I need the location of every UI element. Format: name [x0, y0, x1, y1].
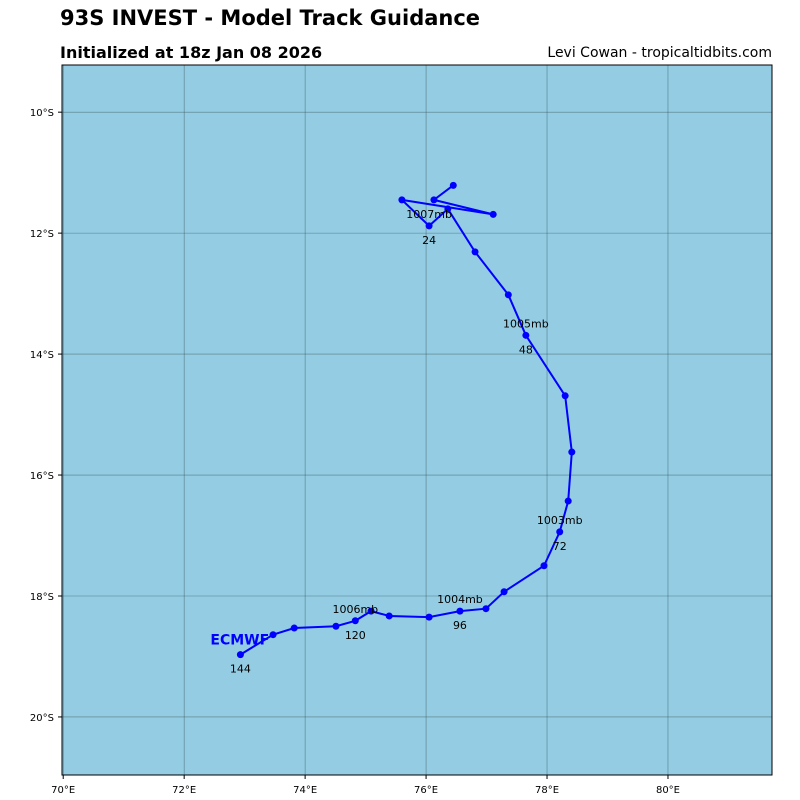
- track-point: [504, 291, 512, 299]
- forecast-hour-label: 72: [553, 540, 567, 553]
- track-point: [425, 613, 433, 621]
- track-point: [489, 210, 497, 218]
- x-tick-label: 76°E: [414, 785, 438, 796]
- track-point: [430, 196, 438, 204]
- track-point: [456, 607, 464, 615]
- y-tick-label: 10°S: [30, 108, 54, 119]
- track-point: [568, 448, 576, 456]
- track-point: [564, 497, 572, 505]
- init-time: Initialized at 18z Jan 08 2026: [60, 43, 323, 62]
- map-background: [62, 65, 772, 775]
- model-label: ECMWF: [210, 633, 269, 649]
- y-tick-label: 12°S: [30, 229, 54, 240]
- track-point: [290, 624, 298, 632]
- x-tick-label: 74°E: [293, 785, 317, 796]
- x-tick-label: 72°E: [172, 785, 196, 796]
- track-point: [449, 181, 457, 189]
- track-point: [398, 196, 406, 204]
- track-point: [367, 607, 375, 615]
- y-tick-label: 16°S: [30, 471, 54, 482]
- track-point: [269, 631, 277, 639]
- track-point: [332, 622, 340, 630]
- forecast-hour-label: 24: [422, 234, 436, 247]
- y-tick-label: 20°S: [30, 713, 54, 724]
- chart-title: 93S INVEST - Model Track Guidance: [60, 6, 481, 30]
- pressure-label: 1005mb: [503, 317, 549, 330]
- track-point: [522, 331, 530, 339]
- x-tick-label: 70°E: [51, 785, 75, 796]
- track-point: [385, 612, 393, 620]
- track-point: [500, 588, 508, 596]
- forecast-hour-label: 120: [345, 629, 366, 642]
- x-tick-label: 78°E: [535, 785, 559, 796]
- track-point: [471, 248, 479, 256]
- y-tick-label: 18°S: [30, 592, 54, 603]
- pressure-label: 1004mb: [437, 593, 483, 606]
- pressure-label: 1007mb: [406, 208, 452, 221]
- map-frame: [61, 64, 773, 776]
- credit: Levi Cowan - tropicaltidbits.com: [547, 45, 772, 61]
- forecast-hour-label: 144: [230, 663, 251, 676]
- track-point: [425, 222, 433, 230]
- track-point: [540, 562, 548, 570]
- track-point: [561, 392, 569, 400]
- track-point: [351, 617, 359, 625]
- x-tick-label: 80°E: [656, 785, 680, 796]
- pressure-label: 1006mb: [332, 603, 378, 616]
- track-point: [444, 205, 452, 213]
- y-tick-label: 14°S: [30, 350, 54, 361]
- track-point: [236, 651, 244, 659]
- track-point: [556, 528, 564, 536]
- forecast-hour-label: 96: [453, 619, 467, 632]
- track-point: [482, 605, 490, 613]
- forecast-hour-label: 48: [519, 343, 533, 356]
- pressure-label: 1003mb: [537, 514, 583, 527]
